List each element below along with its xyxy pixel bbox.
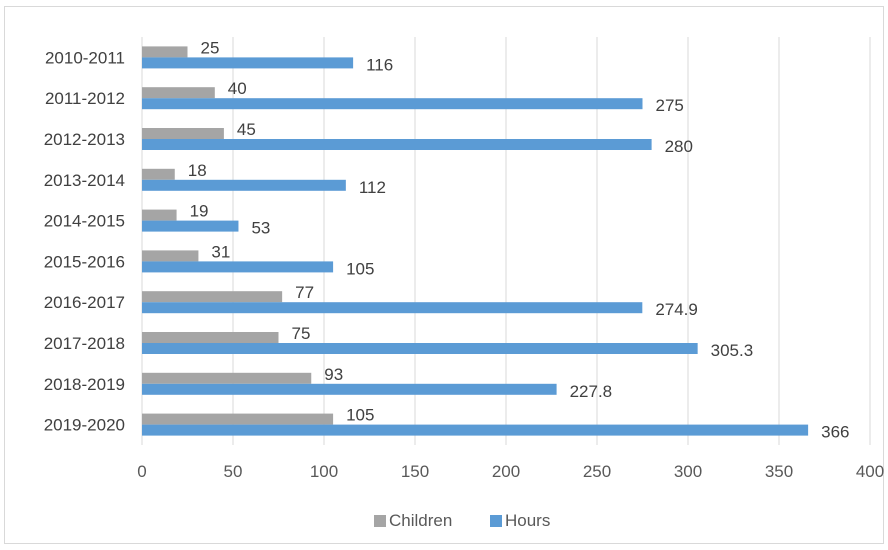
x-tick-label: 200	[492, 462, 520, 481]
x-tick-label: 400	[856, 462, 884, 481]
data-label-hours: 116	[366, 55, 393, 74]
data-label-hours: 305.3	[711, 341, 754, 360]
data-label-children: 19	[190, 202, 209, 221]
category-label: 2011-2012	[45, 89, 125, 108]
bar-children	[142, 209, 177, 221]
bar-children	[142, 372, 312, 384]
bar-chart: 0 50 100 150 200 250 300 350 400 2010-2011 25 116 20…	[44, 37, 885, 530]
bar-hours	[142, 98, 643, 110]
bars	[142, 46, 809, 436]
bar-hours	[142, 220, 239, 232]
x-tick-label: 250	[583, 462, 611, 481]
bar-children	[142, 332, 279, 343]
category-label: 2017-2018	[44, 334, 125, 353]
data-label-children: 45	[237, 120, 256, 139]
x-tick-label: 50	[224, 462, 243, 481]
data-label-hours: 274.9	[655, 300, 698, 319]
bar-children	[142, 87, 215, 99]
category-label: 2012-2013	[44, 130, 125, 149]
data-label-children: 105	[346, 406, 374, 425]
data-label-children: 18	[188, 161, 207, 180]
data-label-hours: 227.8	[570, 382, 613, 401]
data-label-children: 77	[295, 283, 314, 302]
data-label-hours: 105	[346, 259, 374, 278]
data-label-hours: 275	[656, 96, 684, 115]
data-label-hours: 366	[821, 423, 849, 442]
category-label: 2015-2016	[44, 252, 125, 271]
data-label-children: 75	[292, 324, 311, 343]
data-label-children: 93	[324, 365, 343, 384]
bar-hours	[142, 343, 698, 354]
bar-children	[142, 46, 188, 58]
bar-children	[142, 413, 334, 425]
bar-hours	[142, 139, 652, 150]
labels: 0 50 100 150 200 250 300 350 400 2010-2011 25 116 20…	[44, 38, 885, 481]
category-label: 2016-2017	[44, 293, 125, 312]
bar-children	[142, 250, 199, 262]
data-label-children: 31	[211, 242, 230, 261]
bar-hours	[142, 57, 354, 69]
x-tick-label: 300	[674, 462, 702, 481]
x-tick-label: 0	[137, 462, 146, 481]
category-label: 2019-2020	[44, 416, 125, 435]
x-tick-label: 150	[401, 462, 429, 481]
x-tick-label: 100	[310, 462, 338, 481]
legend-label-children: Children	[389, 511, 452, 530]
legend-swatch-children	[374, 515, 386, 527]
legend-swatch-hours	[490, 515, 502, 527]
data-label-hours: 53	[251, 219, 270, 238]
bar-hours	[142, 383, 557, 395]
chart-frame: 0 50 100 150 200 250 300 350 400 2010-2011 25 116 20…	[4, 6, 884, 544]
bar-children	[142, 291, 283, 303]
category-label: 2013-2014	[44, 171, 125, 190]
category-label: 2010-2011	[45, 48, 125, 67]
data-label-hours: 280	[665, 137, 693, 156]
bar-children	[142, 128, 224, 139]
data-label-children: 25	[201, 38, 220, 57]
bar-hours	[142, 424, 809, 436]
bar-children	[142, 168, 175, 180]
bar-hours	[142, 261, 334, 273]
legend: Children Hours	[374, 511, 550, 530]
x-tick-label: 350	[765, 462, 793, 481]
legend-label-hours: Hours	[505, 511, 550, 530]
data-label-children: 40	[228, 79, 247, 98]
bar-hours	[142, 302, 643, 314]
category-label: 2018-2019	[44, 375, 125, 394]
data-label-hours: 112	[359, 178, 386, 197]
bar-hours	[142, 179, 346, 191]
category-label: 2014-2015	[44, 212, 125, 231]
